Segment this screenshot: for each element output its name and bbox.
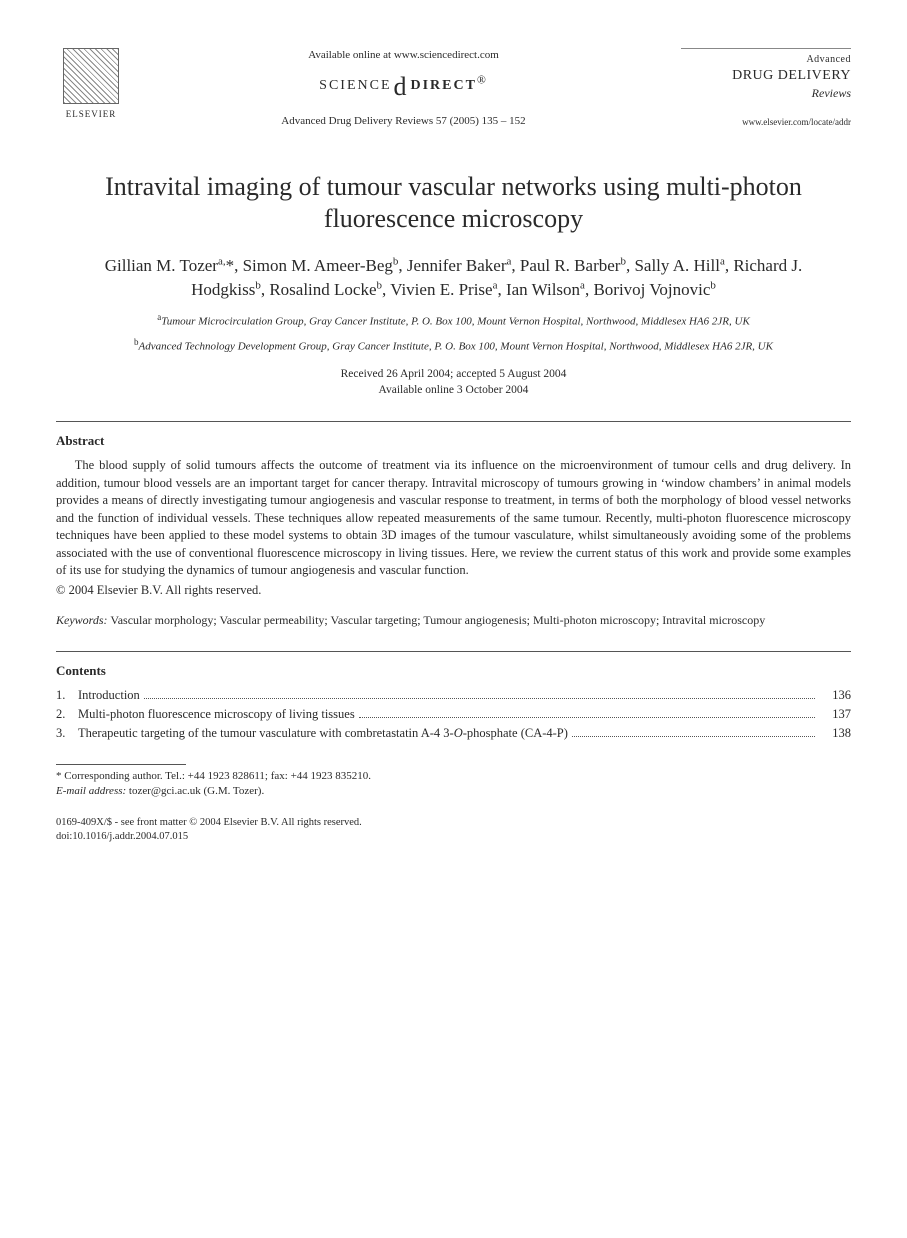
abstract-copyright: © 2004 Elsevier B.V. All rights reserved… — [56, 582, 851, 599]
page-header: ELSEVIER Available online at www.science… — [56, 48, 851, 129]
affiliation-b-text: Advanced Technology Development Group, G… — [139, 341, 773, 353]
available-online: Available online 3 October 2004 — [56, 382, 851, 398]
toc-page: 137 — [819, 706, 851, 723]
toc-title: Therapeutic targeting of the tumour vasc… — [78, 725, 568, 742]
toc-row: 2.Multi-photon fluorescence microscopy o… — [56, 706, 851, 723]
sd-at-icon: d — [392, 72, 411, 101]
received-accepted: Received 26 April 2004; accepted 5 Augus… — [56, 366, 851, 382]
keywords-text: Vascular morphology; Vascular permeabili… — [110, 613, 765, 627]
journal-name-line2: DRUG DELIVERY — [681, 67, 851, 86]
toc-leader-dots — [144, 698, 815, 699]
toc-num: 2. — [56, 706, 78, 723]
toc-title: Multi-photon fluorescence microscopy of … — [78, 706, 355, 723]
footnotes: * Corresponding author. Tel.: +44 1923 8… — [56, 769, 851, 800]
divider-rule — [56, 421, 851, 422]
affiliation-a: aTumour Microcirculation Group, Gray Can… — [96, 311, 811, 330]
email-label: E-mail address: — [56, 785, 126, 797]
article-title: Intravital imaging of tumour vascular ne… — [76, 171, 831, 236]
corresponding-author: * Corresponding author. Tel.: +44 1923 8… — [56, 769, 851, 784]
article-dates: Received 26 April 2004; accepted 5 Augus… — [56, 366, 851, 398]
abstract-body: The blood supply of solid tumours affect… — [56, 457, 851, 580]
keywords-label: Keywords: — [56, 613, 108, 627]
available-online-text: Available online at www.sciencedirect.co… — [126, 48, 681, 63]
issn-copyright: 0169-409X/$ - see front matter © 2004 El… — [56, 816, 851, 831]
author-list: Gillian M. Tozera,*, Simon M. Ameer-Begb… — [76, 254, 831, 302]
toc-page: 136 — [819, 687, 851, 704]
keywords-block: Keywords: Vascular morphology; Vascular … — [56, 612, 851, 628]
toc-leader-dots — [359, 717, 815, 718]
divider-rule — [56, 651, 851, 652]
toc-num: 1. — [56, 687, 78, 704]
email-value: tozer@gci.ac.uk (G.M. Tozer). — [129, 785, 264, 797]
publisher-name: ELSEVIER — [66, 108, 117, 120]
journal-url: www.elsevier.com/locate/addr — [681, 116, 851, 128]
table-of-contents: 1.Introduction 136 2.Multi-photon fluoresc… — [56, 687, 851, 742]
front-matter-footer: 0169-409X/$ - see front matter © 2004 El… — [56, 816, 851, 845]
publisher-logo: ELSEVIER — [56, 48, 126, 128]
affiliation-b: bAdvanced Technology Development Group, … — [96, 336, 811, 355]
toc-num: 3. — [56, 725, 78, 742]
abstract-text: The blood supply of solid tumours affect… — [56, 457, 851, 580]
toc-title: Introduction — [78, 687, 140, 704]
journal-reference: Advanced Drug Delivery Reviews 57 (2005)… — [126, 114, 681, 129]
toc-row: 3.Therapeutic targeting of the tumour va… — [56, 725, 851, 742]
footnote-rule — [56, 764, 186, 765]
journal-branding: Advanced DRUG DELIVERY Reviews www.elsev… — [681, 48, 851, 128]
email-line: E-mail address: tozer@gci.ac.uk (G.M. To… — [56, 784, 851, 799]
toc-leader-dots — [572, 736, 815, 737]
journal-name-line3: Reviews — [681, 85, 851, 101]
sciencedirect-logo: SCIENCEdDIRECT® — [126, 69, 681, 104]
header-center: Available online at www.sciencedirect.co… — [126, 48, 681, 129]
affiliation-a-text: Tumour Microcirculation Group, Gray Canc… — [161, 316, 750, 328]
toc-page: 138 — [819, 725, 851, 742]
doi: doi:10.1016/j.addr.2004.07.015 — [56, 830, 851, 845]
sd-right: DIRECT — [411, 78, 477, 93]
sd-left: SCIENCE — [319, 78, 391, 93]
journal-name-line1: Advanced — [681, 53, 851, 67]
sd-mark: ® — [477, 73, 488, 86]
elsevier-tree-icon — [63, 48, 119, 104]
toc-row: 1.Introduction 136 — [56, 687, 851, 704]
abstract-heading: Abstract — [56, 432, 851, 450]
contents-heading: Contents — [56, 662, 851, 680]
